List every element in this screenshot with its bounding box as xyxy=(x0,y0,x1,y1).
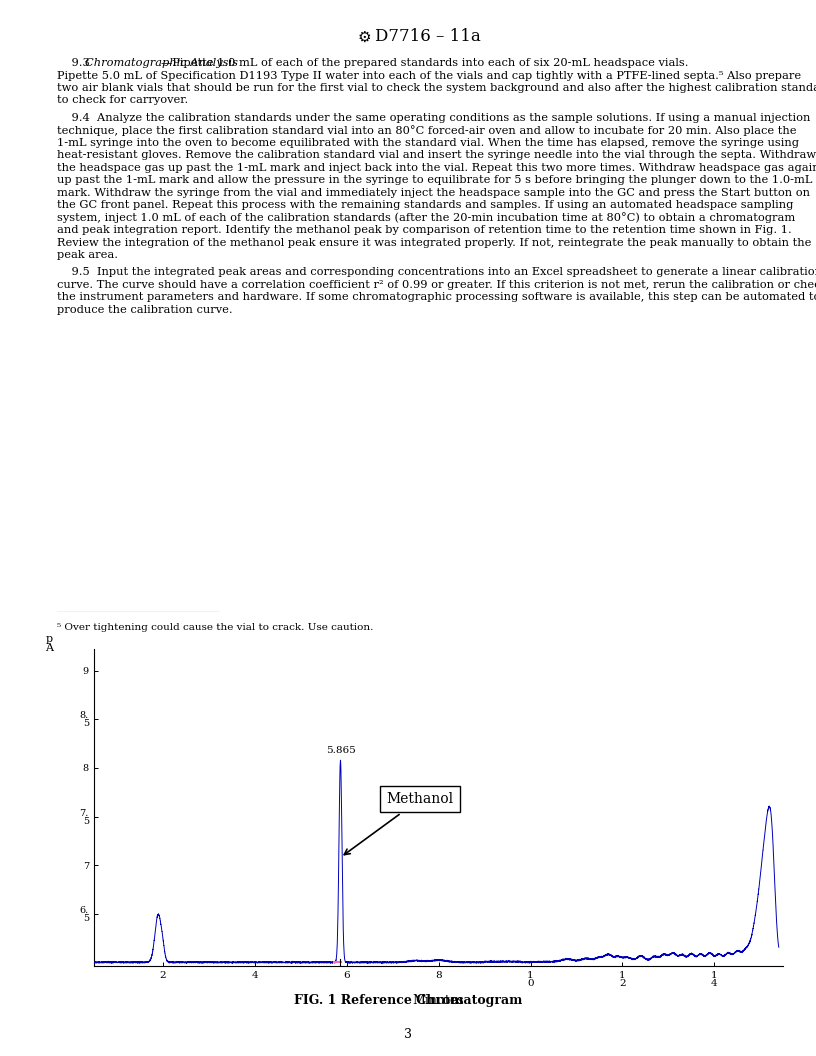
Text: two air blank vials that should be run for the first vial to check the system ba: two air blank vials that should be run f… xyxy=(57,83,816,93)
Text: the instrument parameters and hardware. If some chromatographic processing softw: the instrument parameters and hardware. … xyxy=(57,293,816,302)
Text: and peak integration report. Identify the methanol peak by comparison of retenti: and peak integration report. Identify th… xyxy=(57,225,792,235)
Text: 9.3: 9.3 xyxy=(57,58,97,68)
Text: mark. Withdraw the syringe from the vial and immediately inject the headspace sa: mark. Withdraw the syringe from the vial… xyxy=(57,188,810,197)
Text: p
A: p A xyxy=(45,634,53,653)
Text: produce the calibration curve.: produce the calibration curve. xyxy=(57,305,233,315)
Text: system, inject 1.0 mL of each of the calibration standards (after the 20-min inc: system, inject 1.0 mL of each of the cal… xyxy=(57,212,796,224)
Text: 5.865: 5.865 xyxy=(326,747,355,755)
Text: Chromatographic Analysis: Chromatographic Analysis xyxy=(86,58,238,68)
Text: 3: 3 xyxy=(404,1029,412,1041)
Text: curve. The curve should have a correlation coefficient r² of 0.99 or greater. If: curve. The curve should have a correlati… xyxy=(57,280,816,290)
Text: Review the integration of the methanol peak ensure it was integrated properly. I: Review the integration of the methanol p… xyxy=(57,238,811,247)
Text: the GC front panel. Repeat this process with the remaining standards and samples: the GC front panel. Repeat this process … xyxy=(57,201,793,210)
Text: up past the 1-mL mark and allow the pressure in the syringe to equilibrate for 5: up past the 1-mL mark and allow the pres… xyxy=(57,175,813,185)
Text: D7716 – 11a: D7716 – 11a xyxy=(375,29,481,45)
Text: FIG. 1 Reference Chromatogram: FIG. 1 Reference Chromatogram xyxy=(294,994,522,1006)
Text: ⁵ Over tightening could cause the vial to crack. Use caution.: ⁵ Over tightening could cause the vial t… xyxy=(57,623,374,633)
Text: the headspace gas up past the 1-mL mark and inject back into the vial. Repeat th: the headspace gas up past the 1-mL mark … xyxy=(57,163,816,173)
Text: —Pipette 1.0 mL of each of the prepared standards into each of six 20-mL headspa: —Pipette 1.0 mL of each of the prepared … xyxy=(161,58,688,68)
Text: heat-resistant gloves. Remove the calibration standard vial and insert the syrin: heat-resistant gloves. Remove the calibr… xyxy=(57,150,816,161)
Text: 9.4  Analyze the calibration standards under the same operating conditions as th: 9.4 Analyze the calibration standards un… xyxy=(57,113,810,122)
Text: to check for carryover.: to check for carryover. xyxy=(57,95,188,106)
Text: 9.5  Input the integrated peak areas and corresponding concentrations into an Ex: 9.5 Input the integrated peak areas and … xyxy=(57,267,816,278)
Text: 1-mL syringe into the oven to become equilibrated with the standard vial. When t: 1-mL syringe into the oven to become equ… xyxy=(57,138,799,148)
Text: Pipette 5.0 mL of Specification D1193 Type II water into each of the vials and c: Pipette 5.0 mL of Specification D1193 Ty… xyxy=(57,71,801,80)
Text: technique, place the first calibration standard vial into an 80°C forced-air ove: technique, place the first calibration s… xyxy=(57,126,796,136)
Text: peak area.: peak area. xyxy=(57,250,118,260)
Text: ⚙: ⚙ xyxy=(357,30,371,44)
Text: Methanol: Methanol xyxy=(344,792,454,854)
X-axis label: Minutes: Minutes xyxy=(413,994,464,1006)
